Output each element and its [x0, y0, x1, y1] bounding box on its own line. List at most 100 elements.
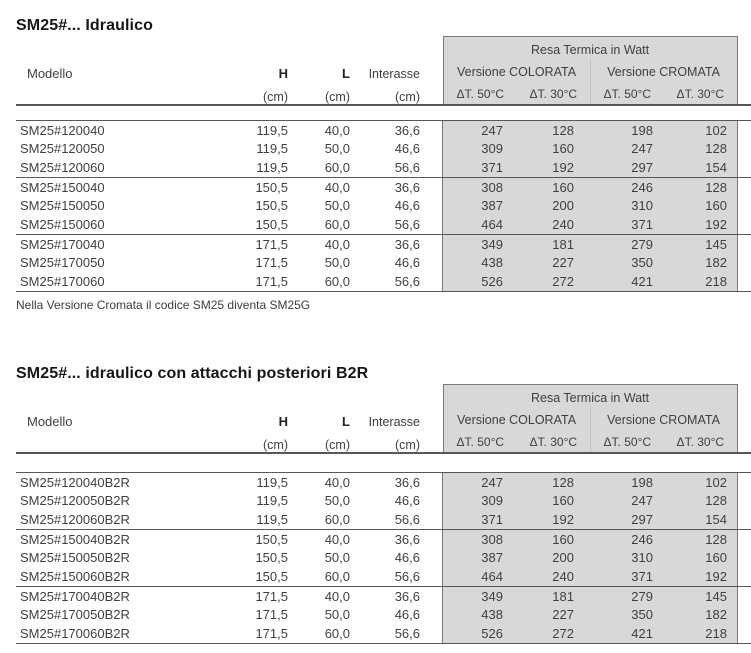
- table-row: SM25#120050 119,5 50,0 46,6 309 160 247 128: [0, 140, 751, 159]
- section-idraulico: SM25#... Idraulico Resa Termica in Watt …: [0, 16, 751, 312]
- watt-cell: 198: [631, 122, 653, 138]
- l-cell: 50,0: [324, 550, 350, 566]
- watt-cell: 128: [552, 122, 574, 138]
- watt-cell: 128: [705, 141, 727, 157]
- interasse-cell: 56,6: [394, 159, 420, 175]
- header-underline: [16, 452, 751, 454]
- interasse-cell: 46,6: [394, 550, 420, 566]
- spacer-cell: [737, 254, 751, 273]
- interasse-header: Interasse: [368, 67, 420, 81]
- watt-cell: 310: [631, 198, 653, 214]
- watt-cell: 102: [705, 122, 727, 138]
- table-row: SM25#150040B2R 150,5 40,0 36,6 308 160 246 128: [0, 530, 751, 549]
- table-row: SM25#170050 171,5 50,0 46,6 438 227 350 182: [0, 254, 751, 273]
- watt-cell: 160: [552, 531, 574, 547]
- watt-cell: 526: [481, 625, 503, 641]
- watt-cell: 154: [705, 159, 727, 175]
- spacer-cell: [0, 385, 443, 408]
- datasheet-page: { "colors": { "panel_gray": "#d8d8d8", "…: [0, 16, 751, 653]
- watt-cell: 371: [631, 216, 653, 232]
- watt-cell: 421: [631, 625, 653, 641]
- model-cell: SM25#120050B2R: [20, 493, 130, 509]
- spacer-cell: [737, 215, 751, 234]
- watt-cell: 160: [705, 550, 727, 566]
- table-row: SM25#120060 119,5 60,0 56,6 371 192 297 154: [0, 158, 751, 177]
- dt30-cromata-header: ΔT. 30°C: [664, 81, 738, 104]
- h-cell: 150,5: [255, 216, 288, 232]
- spacer-cell: [422, 272, 443, 291]
- watt-cell: 371: [631, 568, 653, 584]
- spacer-cell: [737, 140, 751, 159]
- model-cell: SM25#150040: [20, 179, 105, 195]
- spacer-cell: [422, 178, 443, 197]
- spacer-cell: [737, 385, 751, 408]
- watt-cell: 309: [481, 141, 503, 157]
- watt-cell: 310: [631, 550, 653, 566]
- model-cell: SM25#170060: [20, 273, 105, 289]
- spacer-cell: [737, 624, 751, 643]
- spacer-cell: [737, 530, 751, 549]
- watt-cell: 247: [481, 474, 503, 490]
- watt-cell: 160: [552, 493, 574, 509]
- h-cell: 171,5: [255, 273, 288, 289]
- watt-cell: 247: [481, 122, 503, 138]
- versione-colorata-header: Versione COLORATA: [442, 59, 591, 81]
- spacer-cell: [422, 510, 443, 529]
- h-cell: 119,5: [256, 474, 288, 490]
- watt-cell: 227: [552, 607, 574, 623]
- watt-cell: 198: [631, 474, 653, 490]
- interasse-cell: 46,6: [394, 493, 420, 509]
- interasse-unit: (cm): [395, 90, 420, 104]
- spacer-cell: [422, 254, 443, 273]
- watt-cell: 349: [481, 588, 503, 604]
- watt-cell: 350: [631, 607, 653, 623]
- dt50-colorata-header: ΔT. 50°C: [442, 429, 518, 452]
- table-row: SM25#150060 150,5 60,0 56,6 464 240 371 192: [0, 215, 751, 234]
- spacer-cell: [737, 37, 751, 60]
- h-cell: 119,5: [256, 511, 288, 527]
- watt-cell: 371: [481, 159, 503, 175]
- spacer-cell: [422, 81, 443, 104]
- header-row-versione: Modello H L Interasse Versione COLORATA …: [0, 407, 751, 429]
- spacer-cell: [737, 549, 751, 568]
- dt30-cromata-header: ΔT. 30°C: [664, 429, 738, 452]
- table-row: SM25#120060B2R 119,5 60,0 56,6 371 192 297 154: [0, 510, 751, 529]
- watt-cell: 297: [631, 159, 653, 175]
- spacer-cell: [737, 510, 751, 529]
- h-cell: 171,5: [255, 236, 288, 252]
- dt50-cromata-header: ΔT. 50°C: [589, 81, 665, 104]
- interasse-cell: 36,6: [394, 179, 420, 195]
- watt-cell: 464: [481, 216, 503, 232]
- spacer-cell: [0, 37, 443, 60]
- table-header: Resa Termica in Watt Modello H L Interas…: [0, 36, 751, 104]
- model-cell: SM25#120040: [20, 122, 105, 138]
- group-rule: [16, 176, 751, 178]
- l-cell: 60,0: [324, 511, 350, 527]
- l-cell: 40,0: [324, 588, 350, 604]
- watt-cell: 309: [481, 493, 503, 509]
- spacer-cell: [737, 59, 751, 81]
- section-title: SM25#... Idraulico: [16, 17, 153, 34]
- header-row-units: (cm) (cm) (cm) ΔT. 50°C ΔT. 30°C ΔT. 50°…: [0, 81, 751, 104]
- l-unit: (cm): [325, 438, 350, 452]
- h-cell: 119,5: [256, 493, 288, 509]
- watt-cell: 218: [705, 273, 727, 289]
- watt-cell: 160: [705, 198, 727, 214]
- watt-cell: 350: [631, 255, 653, 271]
- model-cell: SM25#170050: [20, 255, 105, 271]
- watt-cell: 182: [705, 607, 727, 623]
- interasse-cell: 46,6: [394, 607, 420, 623]
- header-row-units: (cm) (cm) (cm) ΔT. 50°C ΔT. 30°C ΔT. 50°…: [0, 429, 751, 452]
- row-group: SM25#150040 150,5 40,0 36,6 308 160 246 128 SM25…: [0, 178, 751, 234]
- watt-cell: 160: [552, 141, 574, 157]
- watt-cell: 154: [705, 511, 727, 527]
- interasse-cell: 46,6: [394, 141, 420, 157]
- h-header: H: [278, 66, 288, 81]
- interasse-cell: 36,6: [394, 122, 420, 138]
- interasse-cell: 46,6: [394, 198, 420, 214]
- header-row-resa: Resa Termica in Watt: [0, 384, 751, 408]
- h-cell: 150,5: [255, 531, 288, 547]
- watt-cell: 438: [481, 255, 503, 271]
- interasse-cell: 56,6: [394, 273, 420, 289]
- l-cell: 40,0: [324, 531, 350, 547]
